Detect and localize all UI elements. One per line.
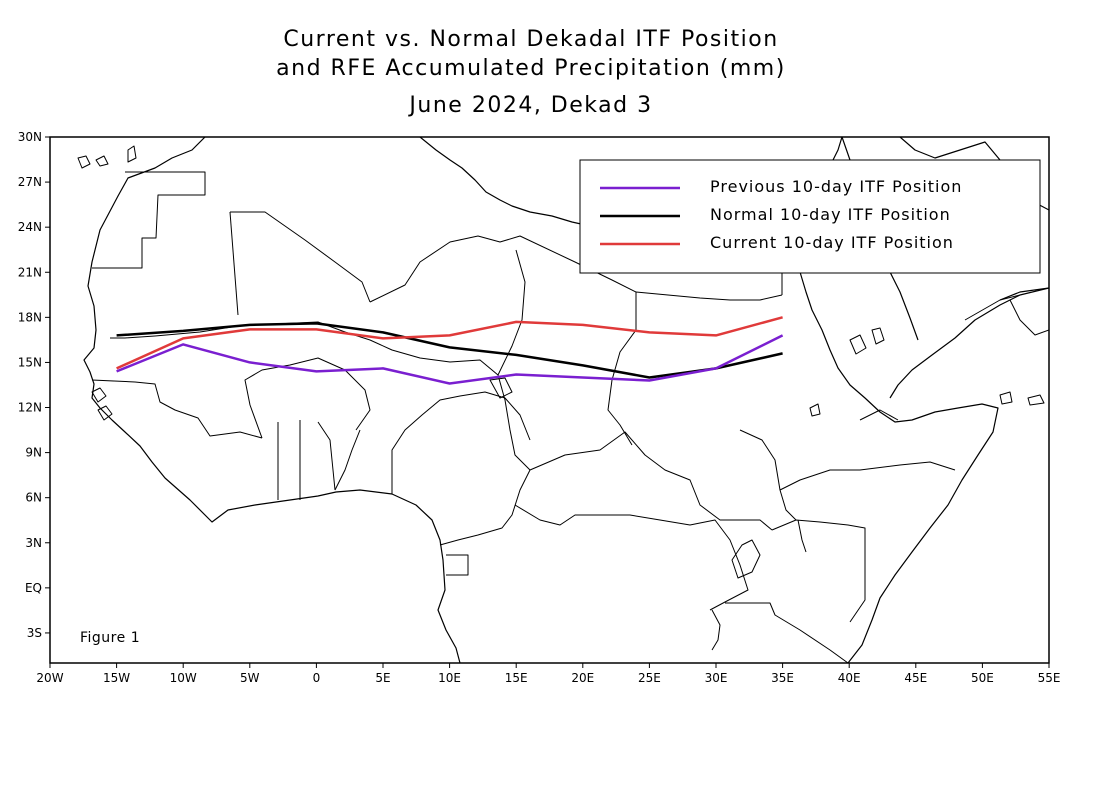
x-tick-label: 20E bbox=[571, 671, 594, 685]
itf-series-layer bbox=[116, 316, 784, 385]
title-line-2: and RFE Accumulated Precipitation (mm) bbox=[276, 56, 786, 81]
series-line-current bbox=[116, 316, 783, 370]
y-tick-label: 30N bbox=[18, 130, 42, 144]
x-tick-label: 15W bbox=[103, 671, 130, 685]
x-tick-label: 5W bbox=[240, 671, 260, 685]
title-line-1: Current vs. Normal Dekadal ITF Position bbox=[283, 27, 778, 52]
y-tick-label: 15N bbox=[18, 355, 42, 369]
y-tick-label: 21N bbox=[18, 265, 42, 279]
x-tick-label: 10E bbox=[438, 671, 461, 685]
title-line-3: June 2024, Dekad 3 bbox=[407, 93, 652, 118]
basemap bbox=[77, 137, 1049, 663]
y-tick-label: 12N bbox=[18, 401, 42, 415]
x-tick-label: 40E bbox=[838, 671, 861, 685]
y-tick-label: 18N bbox=[18, 310, 42, 324]
x-tick-label: 0 bbox=[313, 671, 321, 685]
x-tick-label: 10W bbox=[170, 671, 197, 685]
y-tick-label: EQ bbox=[25, 581, 42, 595]
y-tick-label: 3N bbox=[25, 536, 42, 550]
legend-label-normal: Normal 10-day ITF Position bbox=[710, 205, 951, 224]
legend: Previous 10-day ITF Position Normal 10-d… bbox=[579, 159, 1041, 274]
figure-label: Figure 1 bbox=[80, 630, 140, 646]
africa-coastline bbox=[83, 137, 461, 663]
x-tick-label: 30E bbox=[705, 671, 728, 685]
y-tick-label: 27N bbox=[18, 175, 42, 189]
y-tick-label: 24N bbox=[18, 220, 42, 234]
lakes-and-islands bbox=[77, 145, 1045, 651]
legend-label-current: Current 10-day ITF Position bbox=[710, 233, 954, 252]
x-tick-label: 15E bbox=[505, 671, 528, 685]
y-tick-label: 3S bbox=[27, 626, 42, 640]
x-tick-label: 5E bbox=[375, 671, 390, 685]
arabia-south-coast bbox=[999, 287, 1049, 301]
x-tick-label: 35E bbox=[771, 671, 794, 685]
x-tick-label: 25E bbox=[638, 671, 661, 685]
axes: 20W 15W 10W 5W 0 5E 10E 15E 20E 25E 30E 35E 40E 45E 50… bbox=[18, 130, 1061, 685]
x-tick-label: 50E bbox=[971, 671, 994, 685]
legend-label-previous: Previous 10-day ITF Position bbox=[710, 177, 962, 196]
y-tick-label: 6N bbox=[25, 491, 42, 505]
map-area: Previous 10-day ITF Position Normal 10-d… bbox=[49, 136, 1050, 664]
x-tick-label: 55E bbox=[1038, 671, 1061, 685]
x-tick-label: 45E bbox=[904, 671, 927, 685]
series-line-normal bbox=[116, 322, 783, 379]
y-tick-label: 9N bbox=[25, 446, 42, 460]
x-tick-label: 20W bbox=[36, 671, 63, 685]
series-line-previous bbox=[116, 334, 784, 385]
